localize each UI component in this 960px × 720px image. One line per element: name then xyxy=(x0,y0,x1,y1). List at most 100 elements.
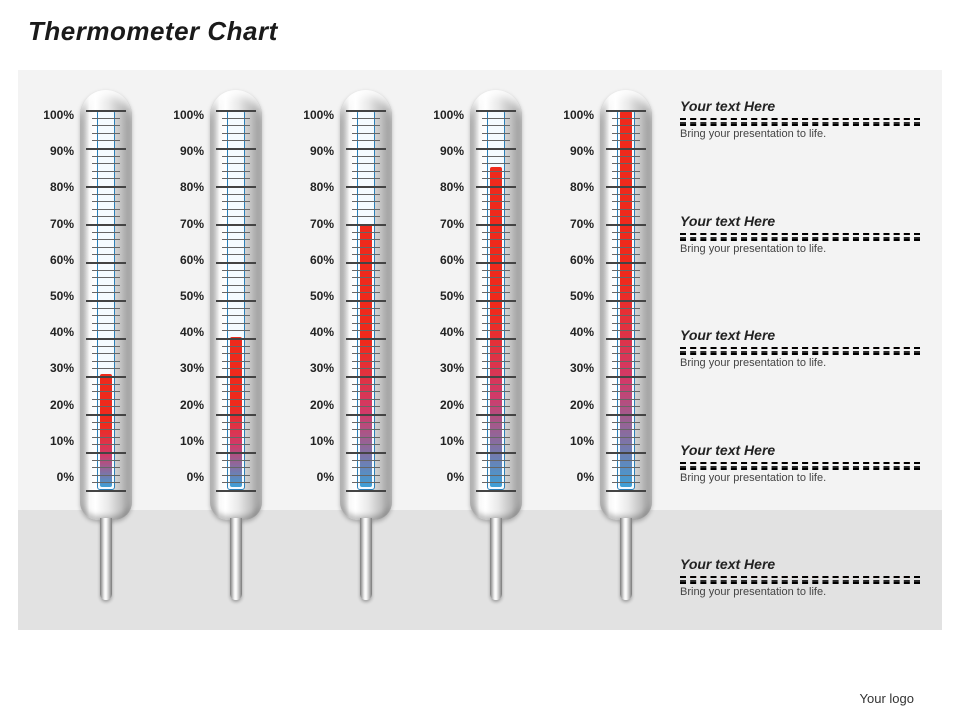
scale-label: 90% xyxy=(154,144,204,158)
scale-label: 70% xyxy=(414,217,464,231)
scale-label: 20% xyxy=(414,398,464,412)
side-divider xyxy=(680,347,920,351)
scale-label: 100% xyxy=(24,108,74,122)
scale-label: 40% xyxy=(284,325,334,339)
scale-labels: 100%90%80%70%60%50%40%30%20%10%0% xyxy=(154,108,204,484)
thermometer: 100%90%80%70%60%50%40%30%20%10%0% xyxy=(28,90,148,610)
thermometer-stem xyxy=(620,518,632,600)
scale-label: 10% xyxy=(544,434,594,448)
scale-label: 10% xyxy=(154,434,204,448)
scale-label: 50% xyxy=(154,289,204,303)
scale-label: 20% xyxy=(154,398,204,412)
thermometer-fluid xyxy=(490,167,502,487)
scale-label: 20% xyxy=(544,398,594,412)
scale-label: 100% xyxy=(414,108,464,122)
thermometer-stem xyxy=(100,518,112,600)
side-text-item: Your text Here Bring your presentation to… xyxy=(680,327,920,369)
side-divider xyxy=(680,462,920,466)
thermometer-row: 100% 90% 80% 70% 60% 50% 40% 30% 20% 10% 0% 100% 90%… xyxy=(28,90,668,610)
side-heading: Your text Here xyxy=(680,442,920,462)
page-title: Thermometer Chart xyxy=(28,16,278,47)
scale-label: 60% xyxy=(154,253,204,267)
scale-label: 90% xyxy=(544,144,594,158)
thermometer-tube xyxy=(617,110,635,490)
scale-label: 70% xyxy=(544,217,594,231)
scale-label: 10% xyxy=(414,434,464,448)
scale-labels: 100%90%80%70%60%50%40%30%20%10%0% xyxy=(544,108,594,484)
scale-label: 70% xyxy=(154,217,204,231)
side-divider xyxy=(680,118,920,122)
side-heading: Your text Here xyxy=(680,98,920,118)
thermometer-fluid xyxy=(100,374,112,487)
scale-label: 0% xyxy=(284,470,334,484)
thermometer-body xyxy=(80,90,132,520)
thermometer-body xyxy=(210,90,262,520)
side-heading: Your text Here xyxy=(680,213,920,233)
scale-label: 40% xyxy=(414,325,464,339)
thermometer: 100%90%80%70%60%50%40%30%20%10%0% xyxy=(548,90,668,610)
side-divider xyxy=(680,576,920,580)
scale-label: 100% xyxy=(154,108,204,122)
side-subtext: Bring your presentation to life. xyxy=(680,472,920,484)
side-text-item: Your text Here Bring your presentation to… xyxy=(680,98,920,140)
scale-label: 70% xyxy=(284,217,334,231)
scale-label: 80% xyxy=(544,180,594,194)
scale-label: 50% xyxy=(544,289,594,303)
scale-label: 90% xyxy=(24,144,74,158)
scale-label: 50% xyxy=(284,289,334,303)
scale-label: 70% xyxy=(24,217,74,231)
scale-label: 30% xyxy=(24,361,74,375)
thermometer: 100%90%80%70%60%50%40%30%20%10%0% xyxy=(418,90,538,610)
scale-labels: 100%90%80%70%60%50%40%30%20%10%0% xyxy=(24,108,74,484)
thermometer-fluid xyxy=(360,224,372,487)
scale-label: 80% xyxy=(284,180,334,194)
scale-label: 100% xyxy=(284,108,334,122)
scale-label: 30% xyxy=(154,361,204,375)
thermometer: 100%90%80%70%60%50%40%30%20%10%0% xyxy=(288,90,408,610)
thermometer-stem xyxy=(490,518,502,600)
thermometer-body xyxy=(470,90,522,520)
logo-placeholder: Your logo xyxy=(860,691,914,706)
side-subtext: Bring your presentation to life. xyxy=(680,357,920,369)
scale-label: 10% xyxy=(24,434,74,448)
scale-label: 60% xyxy=(284,253,334,267)
side-subtext: Bring your presentation to life. xyxy=(680,586,920,598)
thermometer-tube xyxy=(97,110,115,490)
chart-canvas: 100% 90% 80% 70% 60% 50% 40% 30% 20% 10% 0% 100% 90%… xyxy=(18,70,942,630)
scale-label: 90% xyxy=(284,144,334,158)
scale-label: 0% xyxy=(24,470,74,484)
scale-label: 20% xyxy=(24,398,74,412)
scale-label: 40% xyxy=(24,325,74,339)
scale-label: 20% xyxy=(284,398,334,412)
scale-label: 60% xyxy=(544,253,594,267)
scale-label: 0% xyxy=(544,470,594,484)
thermometer-body xyxy=(340,90,392,520)
scale-label: 100% xyxy=(544,108,594,122)
scale-labels: 100%90%80%70%60%50%40%30%20%10%0% xyxy=(414,108,464,484)
scale-label: 50% xyxy=(414,289,464,303)
scale-label: 60% xyxy=(24,253,74,267)
scale-label: 0% xyxy=(414,470,464,484)
thermometer: 100%90%80%70%60%50%40%30%20%10%0% xyxy=(158,90,278,610)
scale-labels: 100% 90% 80% 70% 60% 50% 40% 30% 20% 10% 0% xyxy=(284,108,334,484)
scale-label: 30% xyxy=(284,361,334,375)
side-subtext: Bring your presentation to life. xyxy=(680,243,920,255)
side-heading: Your text Here xyxy=(680,556,920,576)
thermometer-fluid xyxy=(620,111,632,487)
scale-label: 40% xyxy=(154,325,204,339)
scale-label: 80% xyxy=(24,180,74,194)
scale-label: 80% xyxy=(414,180,464,194)
scale-label: 90% xyxy=(414,144,464,158)
thermometer-tube xyxy=(357,110,375,490)
scale-label: 30% xyxy=(544,361,594,375)
scale-label: 30% xyxy=(414,361,464,375)
side-text-item: Your text Here Bring your presentation to… xyxy=(680,556,920,598)
thermometer-stem xyxy=(360,518,372,600)
thermometer-tube xyxy=(487,110,505,490)
side-text-item: Your text Here Bring your presentation to… xyxy=(680,442,920,484)
thermometer-fluid xyxy=(230,337,242,487)
side-subtext: Bring your presentation to life. xyxy=(680,128,920,140)
scale-label: 10% xyxy=(284,434,334,448)
side-heading: Your text Here xyxy=(680,327,920,347)
thermometer-tube xyxy=(227,110,245,490)
